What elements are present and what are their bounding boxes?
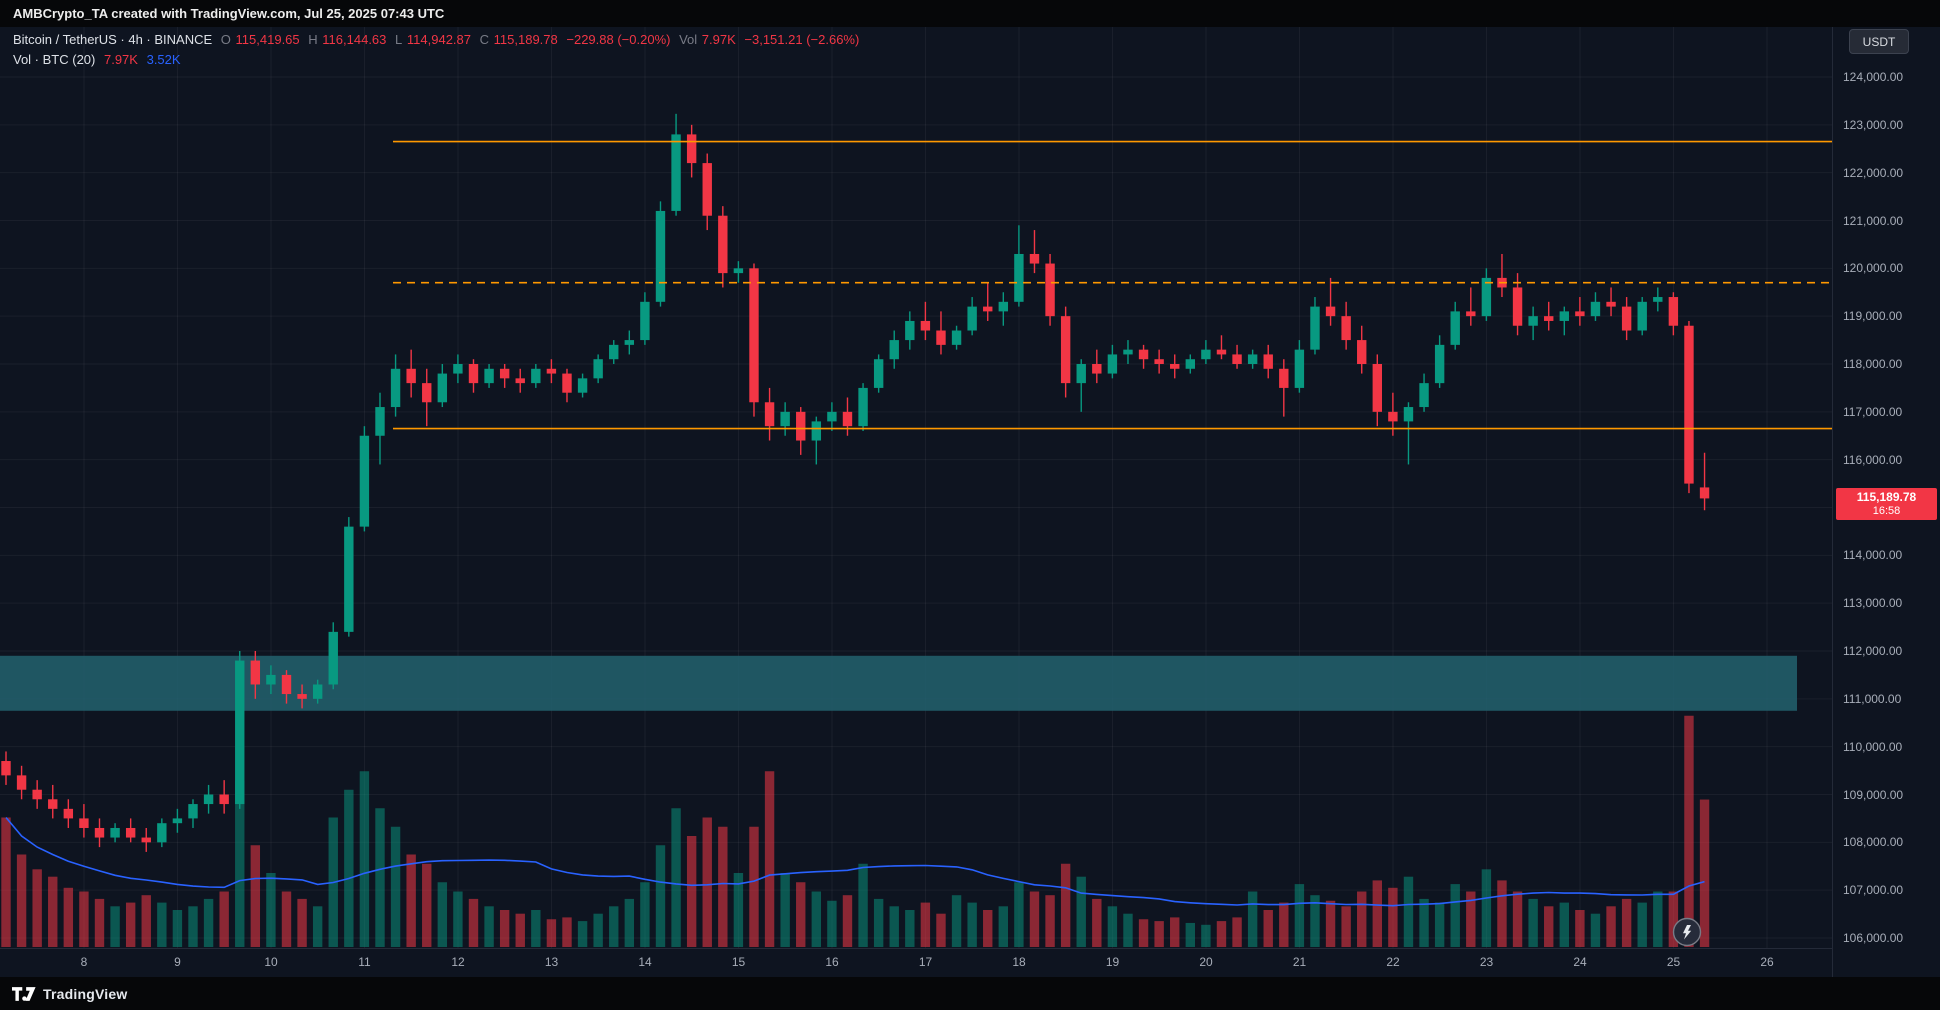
flash-icon[interactable] <box>1672 917 1702 947</box>
price-axis-label: 123,000.00 <box>1843 117 1904 132</box>
time-axis-label: 23 <box>1479 955 1494 969</box>
price-axis-label: 116,000.00 <box>1843 452 1903 467</box>
price-axis-label: 124,000.00 <box>1843 70 1904 84</box>
volume-ma-line <box>5 816 1705 907</box>
time-axis-label: 15 <box>731 955 746 969</box>
price-axis-label: 119,000.00 <box>1843 309 1903 324</box>
price-axis-label: 112,000.00 <box>1843 644 1903 658</box>
volume-ma-value: 3.52K <box>146 52 181 67</box>
time-axis-label: 10 <box>264 955 278 969</box>
last-price-value: 115,189.78 <box>1856 490 1917 505</box>
bar-countdown: 16:58 <box>1872 505 1901 518</box>
tradingview-brand-text[interactable]: TradingView <box>43 985 128 1002</box>
price-axis-label: 107,000.00 <box>1843 883 1904 898</box>
price-axis-label: 106,000.00 <box>1843 931 1904 945</box>
price-axis-label: 110,000.00 <box>1843 739 1903 754</box>
time-axis-label: 13 <box>544 955 559 969</box>
price-axis-label: 111,000.00 <box>1843 691 1902 706</box>
tradingview-logo-icon[interactable] <box>12 986 36 1002</box>
last-price-label: 115,189.78 16:58 <box>1836 488 1937 521</box>
grid-lines <box>0 27 1832 948</box>
price-axis-label: 113,000.00 <box>1843 596 1903 611</box>
time-axis-label: 21 <box>1292 955 1307 969</box>
volume-value: 7.97K <box>701 32 736 47</box>
low-label: L <box>395 32 403 47</box>
price-axis-label: 121,000.00 <box>1843 213 1904 228</box>
volume-change-value: −3,151.21 (−2.66%) <box>744 32 860 47</box>
time-axis-label: 22 <box>1386 955 1400 969</box>
time-axis-label: 19 <box>1105 955 1120 969</box>
time-axis-label: 17 <box>918 955 933 969</box>
price-axis-label: 109,000.00 <box>1843 787 1904 802</box>
horizontal-level-lines[interactable] <box>393 140 1832 430</box>
low-value: 114,942.87 <box>406 32 471 47</box>
volume-bars <box>1 715 1710 947</box>
chart-legend: Bitcoin / TetherUS · 4h · BINANCE O 115,… <box>13 30 864 70</box>
time-axis-label: 24 <box>1573 955 1587 969</box>
time-axis-label: 12 <box>451 955 465 969</box>
time-axis-label: 14 <box>638 955 652 969</box>
time-axis-label: 26 <box>1760 955 1774 969</box>
candlestick-chart-canvas[interactable] <box>0 27 1940 977</box>
symbol-title[interactable]: Bitcoin / TetherUS · 4h · BINANCE <box>13 32 213 47</box>
time-axis[interactable]: 8 9 10 11 12 13 14 15 16 17 18 19 20 21 22 23 24 25 26 <box>0 948 1833 978</box>
time-axis-label: 25 <box>1666 955 1681 969</box>
price-axis-label: 118,000.00 <box>1843 357 1903 371</box>
time-axis-label: 20 <box>1199 955 1213 969</box>
change-value: −229.88 (−0.20%) <box>566 32 671 47</box>
attribution-bar: AMBCrypto_TA created with TradingView.co… <box>0 0 1940 27</box>
close-label: C <box>479 32 490 47</box>
open-value: 115,419.65 <box>235 32 300 47</box>
open-label: O <box>220 32 231 47</box>
volume-label: Vol <box>679 32 698 47</box>
currency-unit-button[interactable]: USDT <box>1849 29 1909 54</box>
time-axis-label: 11 <box>358 955 371 969</box>
price-axis-label: 122,000.00 <box>1843 165 1904 180</box>
symbol-legend-row[interactable]: Bitcoin / TetherUS · 4h · BINANCE O 115,… <box>13 30 864 50</box>
time-axis-label: 16 <box>825 955 839 969</box>
price-axis-label: 114,000.00 <box>1843 548 1903 563</box>
attribution-text: AMBCrypto_TA created with TradingView.co… <box>13 6 445 21</box>
volume-indicator-label[interactable]: Vol · BTC (20) <box>13 52 96 67</box>
time-axis-label: 8 <box>80 955 88 969</box>
time-axis-label: 9 <box>174 955 181 969</box>
close-value: 115,189.78 <box>493 32 558 47</box>
candles[interactable] <box>1 113 1710 852</box>
price-axis-label: 117,000.00 <box>1843 404 1903 419</box>
high-value: 116,144.63 <box>322 32 387 47</box>
support-zone[interactable] <box>0 655 1797 711</box>
volume-indicator-row[interactable]: Vol · BTC (20) 7.97K 3.52K <box>13 50 864 70</box>
price-axis[interactable]: 115,189.78 16:58 124,000.00 123,000.00 122… <box>1832 27 1940 977</box>
price-axis-label: 120,000.00 <box>1843 261 1904 276</box>
bottom-brand-bar: TradingView <box>0 977 1940 1010</box>
time-axis-label: 18 <box>1012 955 1026 969</box>
price-axis-label: 108,000.00 <box>1843 835 1904 850</box>
high-label: H <box>308 32 318 47</box>
volume-indicator-value: 7.97K <box>103 52 138 67</box>
